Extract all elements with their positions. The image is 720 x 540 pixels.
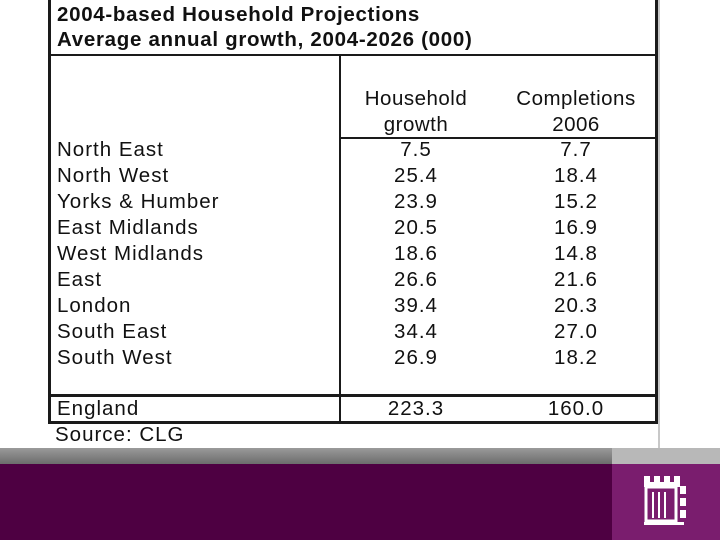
table-title: 2004-based Household Projections: [57, 3, 421, 26]
row-completions: 21.6: [554, 268, 598, 291]
table-title-block: 2004-based Household Projections Average…: [51, 0, 655, 56]
row-household-growth: 20.5: [394, 216, 438, 239]
row-completions: 7.7: [560, 138, 592, 161]
row-household-growth: 26.6: [394, 268, 438, 291]
row-household-growth: 23.9: [394, 190, 438, 213]
row-region: Yorks & Humber: [57, 190, 220, 213]
column-header-completions: Completions 2006: [491, 86, 661, 138]
logo-box: [612, 464, 720, 540]
column-header-line: Completions: [516, 87, 636, 110]
row-completions: 16.9: [554, 216, 598, 239]
castle-tower-icon: [644, 476, 686, 525]
row-household-growth: 25.4: [394, 164, 438, 187]
source-note: Source: CLG: [55, 423, 185, 446]
column-divider: [339, 54, 341, 395]
column-header-household-growth: Household growth: [343, 86, 489, 138]
row-region: South West: [57, 346, 173, 369]
row-region: West Midlands: [57, 242, 205, 265]
row-household-growth: 26.9: [394, 346, 438, 369]
footer-bar: [0, 464, 720, 540]
column-header-line: Household: [364, 87, 468, 110]
row-household-growth: 34.4: [394, 320, 438, 343]
row-completions: 15.2: [554, 190, 598, 213]
footer-gray-band: [0, 448, 720, 464]
row-household-growth: 18.6: [394, 242, 438, 265]
projections-table: 2004-based Household Projections Average…: [48, 0, 658, 424]
total-household-growth: 223.3: [387, 397, 445, 420]
row-household-growth: 39.4: [394, 294, 438, 317]
row-completions: 18.2: [554, 346, 598, 369]
row-completions: 14.8: [554, 242, 598, 265]
row-region: East: [57, 268, 103, 291]
total-region: England: [57, 397, 140, 420]
row-region: North West: [57, 164, 170, 187]
table-subtitle: Average annual growth, 2004-2026 (000): [57, 28, 473, 51]
column-header-line: 2006: [552, 113, 600, 136]
row-region: South East: [57, 320, 168, 343]
column-header-line: growth: [383, 113, 449, 136]
header-rule: [341, 137, 655, 139]
row-region: North East: [57, 138, 164, 161]
row-region: East Midlands: [57, 216, 199, 239]
row-household-growth: 7.5: [400, 138, 432, 161]
row-completions: 20.3: [554, 294, 598, 317]
footer-gray-band-right: [612, 448, 720, 464]
slide-edge-shadow: [658, 0, 660, 448]
total-completions: 160.0: [547, 397, 605, 420]
row-completions: 18.4: [554, 164, 598, 187]
total-column-divider: [339, 394, 341, 421]
total-rule: [51, 394, 655, 397]
row-completions: 27.0: [554, 320, 598, 343]
row-region: London: [57, 294, 132, 317]
